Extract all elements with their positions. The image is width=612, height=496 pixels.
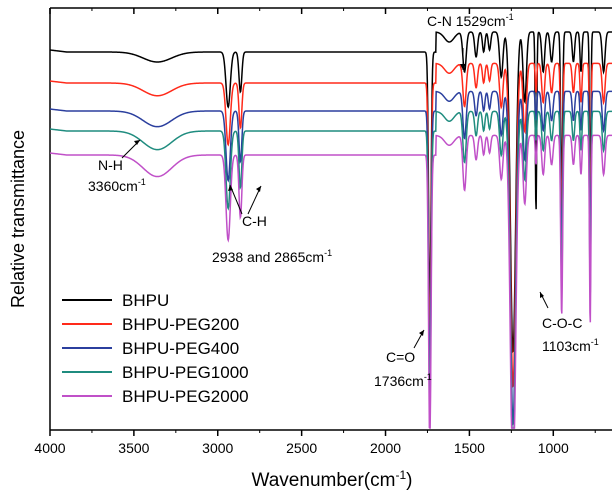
legend-label: BHPU	[122, 291, 169, 310]
legend: BHPU BHPU-PEG200 BHPU-PEG400 BHPU-PEG1000 BH…	[62, 291, 249, 406]
x-tick-label: 2500	[286, 440, 317, 456]
legend-label: BHPU-PEG200	[122, 315, 239, 334]
svg-text:N-H: N-H	[98, 157, 123, 173]
legend-label: BHPU-PEG2000	[122, 387, 249, 406]
svg-text:1103cm-1: 1103cm-1	[542, 337, 599, 354]
x-tick-label: 2000	[370, 440, 401, 456]
series-line-bhpu-peg2000	[50, 134, 612, 429]
svg-text:3360cm-1: 3360cm-1	[88, 177, 146, 194]
series-line-bhpu-peg1000	[50, 110, 612, 429]
annotation-coc: C-O-C 1103cm-1	[539, 291, 599, 354]
annotation-cn: C-N 1529cm-1	[427, 12, 514, 70]
series-line-bhpu-peg200	[50, 62, 612, 389]
legend-label: BHPU-PEG1000	[122, 363, 249, 382]
x-ticks: 4000 3500 3000 2500 2000 1500 1000	[34, 8, 596, 456]
svg-text:C-O-C: C-O-C	[542, 315, 582, 331]
x-tick-label: 3500	[118, 440, 149, 456]
x-tick-label: 1500	[454, 440, 485, 456]
annotation-nh: N-H 3360cm-1	[88, 139, 146, 194]
svg-text:2938 and 2865cm-1: 2938 and 2865cm-1	[212, 248, 332, 265]
legend-label: BHPU-PEG400	[122, 339, 239, 358]
series-line-bhpu	[50, 31, 612, 354]
x-tick-label: 1000	[538, 440, 569, 456]
x-axis-label: Wavenumber(cm-1)	[252, 468, 413, 491]
y-axis-label: Relative transmittance	[8, 130, 28, 308]
x-tick-label: 4000	[34, 440, 65, 456]
x-tick-label: 3000	[202, 440, 233, 456]
annotation-co: C=O 1736cm-1	[374, 329, 432, 389]
svg-text:C-H: C-H	[242, 213, 267, 229]
svg-text:C-N 1529cm-1: C-N 1529cm-1	[427, 12, 514, 29]
series-line-bhpu-peg400	[50, 90, 612, 426]
svg-text:1736cm-1: 1736cm-1	[374, 372, 432, 389]
annotation-ch: C-H 2938 and 2865cm-1	[212, 184, 332, 265]
series-lines	[50, 31, 612, 429]
svg-text:C=O: C=O	[386, 349, 415, 365]
